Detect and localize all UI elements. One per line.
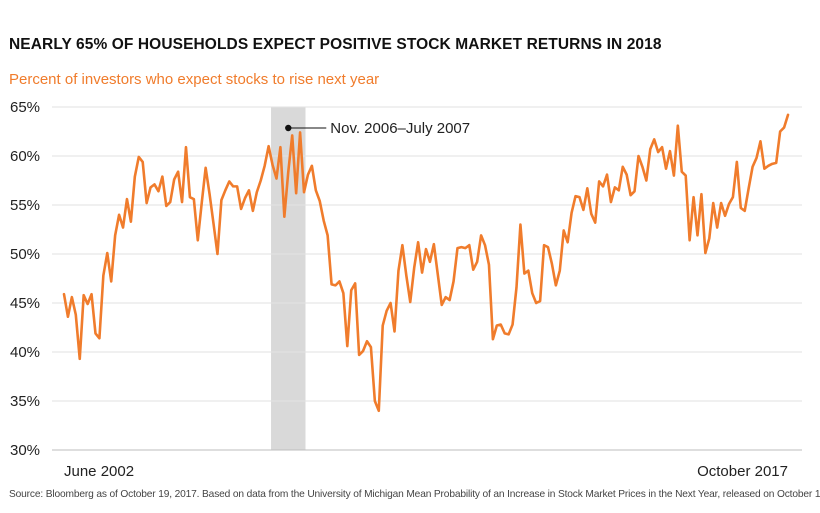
series-layer <box>62 113 790 413</box>
source-note: Source: Bloomberg as of October 19, 2017… <box>9 489 820 500</box>
y-tick-label: 45% <box>10 295 40 312</box>
gridlines <box>52 106 802 451</box>
annotation-dot <box>285 124 292 132</box>
annotation-label: Nov. 2006–July 2007 <box>330 120 470 137</box>
y-tick-label: 60% <box>10 148 40 165</box>
y-tick-label: 50% <box>10 246 40 263</box>
y-tick-label: 35% <box>10 393 40 410</box>
y-tick-label: 30% <box>10 442 40 459</box>
y-tick-label: 65% <box>10 99 40 116</box>
chart-subtitle: Percent of investors who expect stocks t… <box>9 71 380 88</box>
y-axis: 30% 35% 40% 45% 50% 55% 60% 65% <box>10 99 40 459</box>
highlight-band <box>271 107 306 450</box>
y-tick-label: 40% <box>10 344 40 361</box>
x-axis: June 2002 October 2017 <box>64 463 788 480</box>
annotation: Nov. 2006–July 2007 <box>285 120 470 137</box>
y-tick-label: 55% <box>10 197 40 214</box>
x-tick-label: October 2017 <box>697 463 788 480</box>
series-line <box>62 113 790 413</box>
x-tick-label: June 2002 <box>64 463 134 480</box>
highlight-layer <box>271 107 306 450</box>
chart-title: NEARLY 65% OF HOUSEHOLDS EXPECT POSITIVE… <box>9 36 662 53</box>
